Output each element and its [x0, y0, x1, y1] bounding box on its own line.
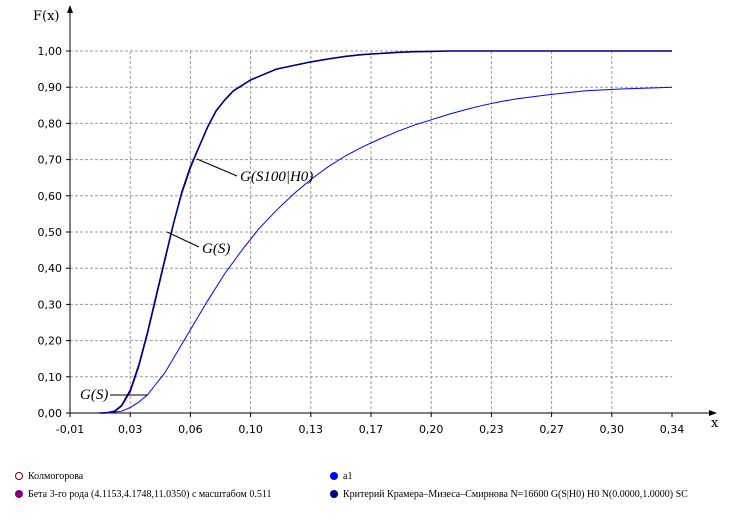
series-line-2	[99, 86, 673, 414]
y-tick-label: 0,80	[38, 117, 63, 130]
legend-label-cms: Критерий Крамера–Мизеса–Смирнова N=16600…	[343, 489, 688, 500]
annotation-g-s100-h0: G(S100|H0)	[240, 169, 313, 185]
y-tick-label: 0,30	[38, 298, 63, 311]
legend-label-kolmogorov: Колмогорова	[28, 471, 84, 482]
x-axis-arrow-icon	[709, 410, 717, 416]
annotation-leader-1	[196, 158, 238, 177]
filled-circle-icon	[15, 490, 23, 498]
x-tick-label: 0,30	[600, 423, 625, 436]
y-tick-label: 0,60	[38, 190, 63, 203]
y-tick-label: 1,00	[38, 45, 63, 58]
axes-layer: -0,01 0,03 0,06 0,10 0,13 0,17 0,20 0,23 0,27 0,3…	[38, 5, 717, 436]
x-axis-title: x	[711, 416, 719, 431]
x-tick-label: 0,23	[479, 423, 504, 436]
annotation-leader-2	[166, 231, 200, 248]
series-layer	[99, 50, 673, 414]
y-tick-label: 0,20	[38, 335, 63, 348]
grid-layer	[70, 50, 672, 413]
x-tick-label: 0,20	[419, 423, 444, 436]
x-tick-label: 0,27	[539, 423, 564, 436]
x-tick-label: 0,06	[178, 423, 203, 436]
legend-item-kolmogorov: Колмогорова	[15, 471, 315, 482]
y-tick-label: 0,10	[38, 371, 63, 384]
y-tick-label: 0,40	[38, 262, 63, 275]
y-tick-label: 0,70	[38, 154, 63, 167]
open-circle-icon	[15, 472, 23, 480]
x-tick-label: 0,03	[118, 423, 143, 436]
annotation-g-s-low: G(S)	[80, 387, 108, 403]
y-axis-title: F(x)	[33, 9, 60, 24]
x-tick-label: 0,10	[238, 423, 263, 436]
y-axis-arrow-icon	[67, 5, 73, 13]
legend-item-beta: Бета 3-го рода (4.1153,4.1748,11.0350) с…	[15, 489, 315, 500]
x-tick-label: 0,13	[299, 423, 324, 436]
legend-label-beta: Бета 3-го рода (4.1153,4.1748,11.0350) с…	[28, 489, 272, 500]
legend-item-a1: a1	[330, 471, 630, 482]
y-tick-label: 0,00	[38, 407, 63, 420]
filled-circle-icon	[330, 472, 338, 480]
legend-label-a1: a1	[343, 471, 353, 482]
filled-circle-icon	[330, 490, 338, 498]
x-tick-label: -0,01	[56, 423, 84, 436]
annotation-layer: G(S100|H0) G(S) G(S)	[80, 158, 313, 403]
x-tick-label: 0,34	[660, 423, 685, 436]
legend-item-cms: Критерий Крамера–Мизеса–Смирнова N=16600…	[330, 489, 741, 500]
y-tick-label: 0,90	[38, 81, 63, 94]
annotation-g-s100-h0-text: G(S100|H0)	[240, 169, 313, 185]
y-tick-label: 0,50	[38, 226, 63, 239]
series-line-3	[99, 50, 672, 414]
annotation-g-s-mid: G(S)	[202, 241, 230, 257]
x-tick-label: 0,17	[359, 423, 384, 436]
